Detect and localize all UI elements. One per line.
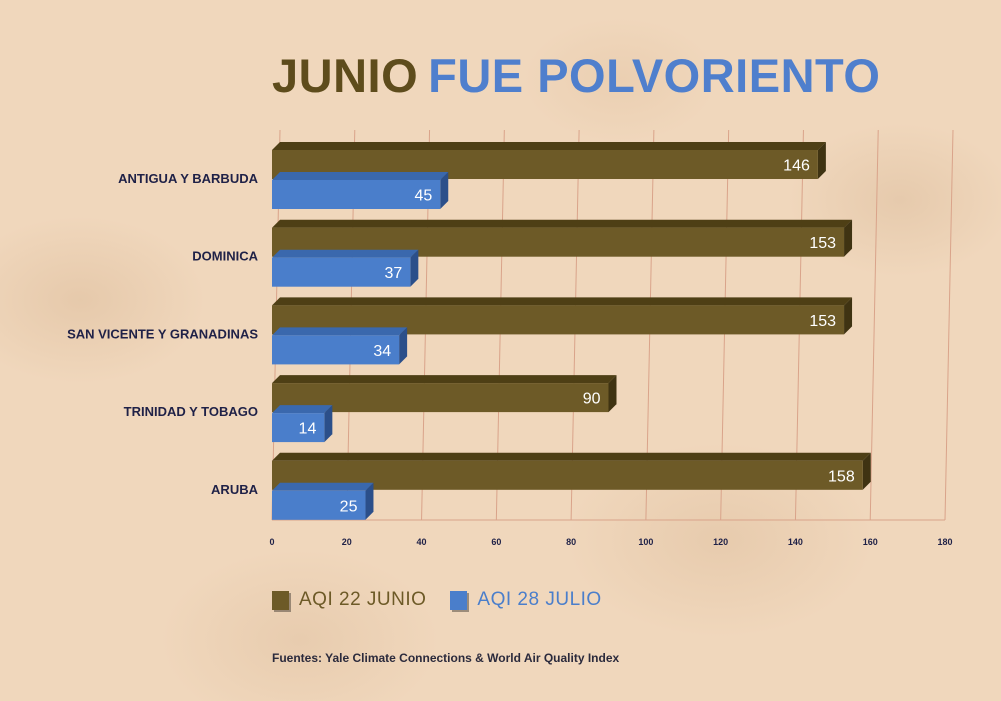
bar-series-1-top <box>272 142 826 150</box>
x-tick-label: 80 <box>566 537 576 547</box>
legend-label-series-2: AQI 28 JULIO <box>477 589 602 610</box>
bar-series-1-top <box>272 375 617 384</box>
bar-series-2 <box>272 257 411 287</box>
category-label: TRINIDAD Y TOBAGO <box>124 404 258 419</box>
bar-series-2 <box>272 335 400 365</box>
bar-series-1-side <box>862 452 871 490</box>
x-tick-label: 140 <box>788 537 803 547</box>
source-note: Fuentes: Yale Climate Connections & Worl… <box>272 651 620 665</box>
bar-series-2-side <box>410 249 419 287</box>
data-label: 153 <box>809 313 836 330</box>
category-label: SAN VICENTE Y GRANADINAS <box>67 326 258 341</box>
gridline <box>869 129 879 521</box>
x-tick-label: 160 <box>863 537 878 547</box>
category-label: ANTIGUA Y BARBUDA <box>118 171 258 186</box>
bar-series-1-top <box>272 297 853 306</box>
legend-swatch-series-1 <box>272 590 289 610</box>
data-label: 45 <box>414 188 432 205</box>
x-tick-label: 180 <box>937 537 952 547</box>
data-label: 146 <box>783 158 810 175</box>
title-part-1: JUNIO <box>272 49 419 102</box>
bar-series-2 <box>272 180 441 209</box>
bar-series-2-side <box>440 172 449 209</box>
bar-series-1-side <box>608 375 617 413</box>
bar-series-2-top <box>272 249 419 258</box>
legend-item-series-1: AQI 22 JUNIO <box>272 589 426 611</box>
bar-series-2-side <box>399 327 408 365</box>
category-label: ARUBA <box>211 482 259 497</box>
data-label: 153 <box>809 235 836 252</box>
category-label: DOMINICA <box>192 249 258 264</box>
x-tick-label: 40 <box>417 537 427 547</box>
bar-series-1-side <box>844 219 853 257</box>
data-label: 158 <box>828 468 855 485</box>
x-tick-label: 100 <box>638 537 653 547</box>
data-label: 90 <box>583 391 601 408</box>
x-tick-label: 0 <box>269 537 274 547</box>
legend-label-series-1: AQI 22 JUNIO <box>299 589 427 610</box>
legend-swatch-series-2 <box>450 590 468 610</box>
bar-series-2-top <box>272 327 408 336</box>
x-tick-label: 60 <box>491 537 501 547</box>
bar-series-1-side <box>817 142 826 179</box>
bar-series-1-top <box>272 219 853 228</box>
bar-series-2-side <box>324 405 333 443</box>
bar-series-1-side <box>844 297 853 335</box>
bar-series-2-top <box>272 405 333 414</box>
legend-item-series-2: AQI 28 JULIO <box>450 589 601 611</box>
title-part-2: FUE POLVORIENTO <box>428 49 881 102</box>
chart-title: JUNIO FUE POLVORIENTO <box>272 48 880 103</box>
bar-series-2-side <box>365 482 374 520</box>
data-label: 34 <box>373 343 391 360</box>
legend: AQI 22 JUNIO AQI 28 JULIO <box>272 589 626 611</box>
data-label: 14 <box>299 421 317 438</box>
data-label: 25 <box>340 498 358 515</box>
bar-series-2-top <box>272 482 374 491</box>
x-tick-label: 20 <box>342 537 352 547</box>
bar-series-2 <box>272 413 325 443</box>
data-label: 37 <box>385 265 403 282</box>
bar-series-1-top <box>272 452 871 461</box>
bar-series-2 <box>272 490 366 520</box>
bar-series-2-top <box>272 172 449 180</box>
gridline <box>944 129 954 521</box>
x-tick-label: 120 <box>713 537 728 547</box>
